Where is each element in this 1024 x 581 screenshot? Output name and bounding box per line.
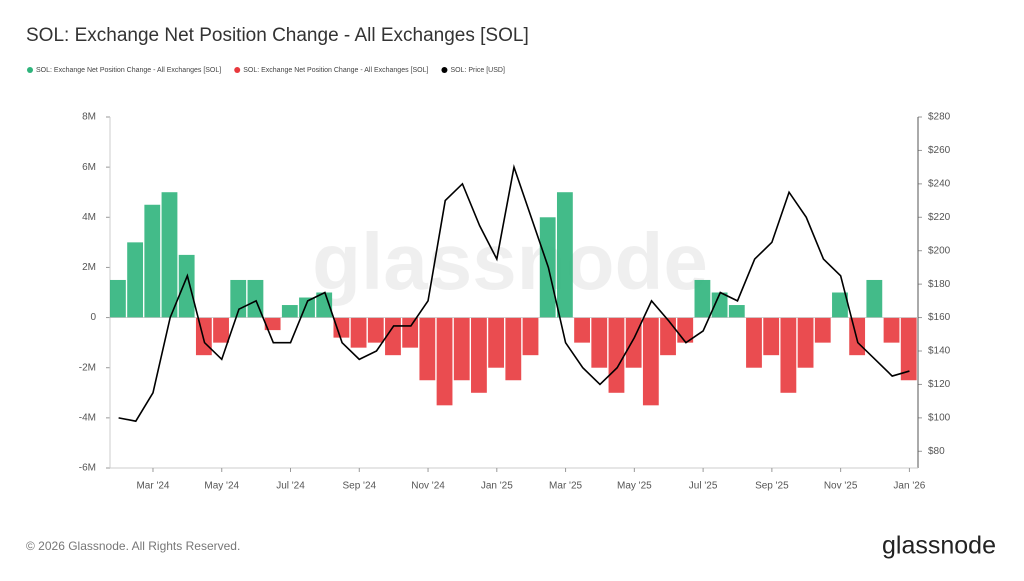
bar <box>866 279 883 318</box>
y2-tick-label: $280 <box>928 112 951 123</box>
bar <box>711 292 728 318</box>
bar <box>281 305 298 318</box>
watermark: glassnode <box>312 217 708 306</box>
bar <box>814 317 831 343</box>
bar <box>797 317 814 368</box>
bar <box>642 317 659 406</box>
y-tick-label: 6M <box>82 162 96 173</box>
bar <box>436 317 453 406</box>
y2-tick-label: $180 <box>928 279 951 290</box>
bar <box>505 317 522 381</box>
bar <box>625 317 642 368</box>
x-tick-label: Jul '24 <box>276 481 305 492</box>
legend-label: SOL: Price [USD] <box>450 67 505 74</box>
footer: © 2026 Glassnode. All Rights Reserved. <box>26 539 240 553</box>
bar <box>195 317 212 356</box>
x-tick-label: Sep '24 <box>342 481 376 492</box>
bar <box>419 317 436 381</box>
x-tick-label: May '25 <box>617 481 652 492</box>
x-tick-label: Nov '24 <box>411 481 445 492</box>
bar <box>385 317 401 356</box>
bar <box>333 317 350 338</box>
bar <box>488 317 505 368</box>
bar <box>608 317 625 393</box>
bar <box>402 317 419 348</box>
y-tick-label: 2M <box>82 262 96 273</box>
bar <box>591 317 608 368</box>
y2-tick-label: $220 <box>928 212 951 223</box>
bar <box>178 254 195 318</box>
bar <box>453 317 470 381</box>
y-tick-label: -2M <box>79 362 96 373</box>
y2-tick-label: $240 <box>928 178 951 189</box>
bar <box>522 317 539 356</box>
legend-marker <box>234 67 241 73</box>
y-tick-label: -6M <box>79 463 96 474</box>
bar <box>660 317 676 356</box>
y2-tick-label: $100 <box>928 412 951 423</box>
bar <box>316 292 333 318</box>
y-tick-label: 0 <box>90 312 96 323</box>
bar <box>213 317 229 343</box>
bar <box>127 242 144 318</box>
x-tick-label: Nov '25 <box>824 481 858 492</box>
bar <box>746 317 762 368</box>
x-tick-label: Mar '24 <box>136 481 169 492</box>
legend-marker <box>441 67 448 73</box>
y-tick-label: 4M <box>82 212 96 223</box>
bar <box>471 317 487 393</box>
chart-title: SOL: Exchange Net Position Change - All … <box>26 25 529 46</box>
y2-tick-label: $200 <box>928 245 951 256</box>
bar <box>763 317 780 356</box>
bar <box>110 279 126 318</box>
y-tick-label: 8M <box>82 112 96 123</box>
y2-tick-label: $120 <box>928 379 951 390</box>
bar <box>367 317 384 343</box>
legend-marker <box>27 67 33 73</box>
bar <box>780 317 797 393</box>
bar <box>832 292 848 318</box>
x-tick-label: Jul '25 <box>689 481 718 492</box>
y2-tick-label: $80 <box>928 446 945 457</box>
bar <box>849 317 866 356</box>
bar <box>694 279 711 318</box>
y2-tick-label: $140 <box>928 346 951 357</box>
bar <box>144 204 161 318</box>
legend-label: SOL: Exchange Net Position Change - All … <box>36 67 221 74</box>
price-line <box>118 164 910 423</box>
bar <box>574 317 590 343</box>
y2-tick-label: $160 <box>928 312 951 323</box>
logo: glassnode <box>882 532 996 560</box>
x-tick-label: Sep '25 <box>755 481 789 492</box>
x-tick-label: Jan '25 <box>481 481 513 492</box>
y-tick-label: -4M <box>79 412 96 423</box>
bar <box>161 192 178 318</box>
bar <box>883 317 900 343</box>
legend-label: SOL: Exchange Net Position Change - All … <box>243 67 428 74</box>
bar <box>728 305 745 318</box>
x-tick-label: Jan '26 <box>893 481 925 492</box>
bar <box>900 317 917 381</box>
bar <box>556 192 573 318</box>
y2-tick-label: $260 <box>928 145 951 156</box>
x-tick-label: May '24 <box>204 481 239 492</box>
bar <box>350 317 367 348</box>
x-tick-label: Mar '25 <box>549 481 582 492</box>
bar <box>264 317 281 331</box>
